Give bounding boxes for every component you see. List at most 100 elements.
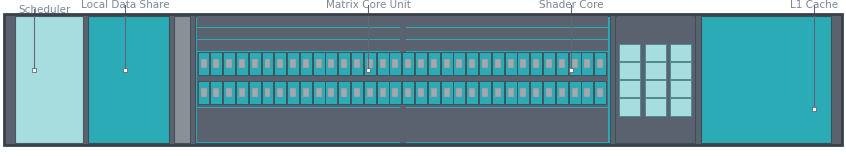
Bar bbox=[546, 59, 552, 68]
Bar bbox=[520, 88, 526, 97]
Bar bbox=[354, 59, 360, 68]
Bar bbox=[197, 52, 210, 75]
Bar bbox=[364, 81, 376, 104]
Bar bbox=[338, 81, 350, 104]
Bar bbox=[196, 16, 607, 27]
Bar bbox=[492, 52, 503, 75]
Bar bbox=[197, 81, 210, 104]
Bar bbox=[594, 81, 606, 104]
Bar bbox=[389, 81, 401, 104]
Bar bbox=[617, 131, 694, 142]
Bar bbox=[300, 81, 312, 104]
Bar bbox=[265, 88, 271, 97]
Bar bbox=[594, 52, 606, 75]
Bar bbox=[261, 52, 273, 75]
Bar bbox=[479, 52, 491, 75]
Bar bbox=[196, 108, 607, 119]
Bar bbox=[196, 52, 607, 107]
Bar bbox=[389, 52, 401, 75]
Bar bbox=[239, 59, 244, 68]
Bar bbox=[376, 52, 388, 75]
Bar bbox=[313, 52, 325, 75]
Bar bbox=[543, 81, 555, 104]
Bar bbox=[559, 88, 565, 97]
Bar bbox=[223, 52, 235, 75]
Bar bbox=[572, 88, 578, 97]
Bar bbox=[351, 81, 363, 104]
Bar bbox=[645, 62, 666, 79]
Bar bbox=[4, 14, 842, 145]
Bar bbox=[338, 52, 350, 75]
Bar bbox=[466, 52, 478, 75]
Bar bbox=[213, 88, 219, 97]
Bar bbox=[223, 81, 235, 104]
Bar bbox=[328, 59, 334, 68]
Bar bbox=[418, 59, 424, 68]
Bar bbox=[457, 88, 463, 97]
Bar bbox=[546, 88, 552, 97]
Bar bbox=[569, 52, 580, 75]
Bar bbox=[393, 59, 398, 68]
Bar bbox=[533, 59, 539, 68]
Bar bbox=[415, 81, 427, 104]
Bar bbox=[443, 88, 449, 97]
Bar bbox=[482, 88, 488, 97]
Text: Scheduler: Scheduler bbox=[19, 5, 71, 15]
Bar bbox=[645, 80, 666, 97]
Bar bbox=[617, 119, 694, 131]
Bar bbox=[351, 52, 363, 75]
Bar bbox=[316, 59, 321, 68]
Bar bbox=[174, 16, 190, 143]
Bar bbox=[581, 81, 593, 104]
Bar bbox=[617, 16, 694, 27]
Text: Matrix Core Unit: Matrix Core Unit bbox=[326, 0, 410, 10]
Bar bbox=[569, 81, 580, 104]
Bar bbox=[400, 16, 406, 143]
Bar bbox=[341, 59, 347, 68]
Bar bbox=[236, 52, 248, 75]
Bar bbox=[290, 88, 296, 97]
Bar bbox=[287, 81, 299, 104]
Bar bbox=[249, 52, 261, 75]
Bar bbox=[617, 40, 694, 51]
Bar bbox=[15, 16, 83, 143]
Bar bbox=[303, 59, 309, 68]
Bar bbox=[415, 52, 427, 75]
Bar bbox=[619, 80, 640, 97]
Bar bbox=[239, 88, 244, 97]
Bar bbox=[249, 81, 261, 104]
Bar bbox=[213, 59, 219, 68]
Bar bbox=[196, 28, 607, 39]
Bar bbox=[196, 40, 607, 51]
Bar bbox=[428, 52, 440, 75]
Bar bbox=[277, 59, 283, 68]
Bar bbox=[495, 88, 501, 97]
Bar bbox=[470, 59, 475, 68]
Bar bbox=[277, 88, 283, 97]
Bar bbox=[453, 81, 465, 104]
Bar bbox=[504, 81, 517, 104]
Bar bbox=[380, 59, 386, 68]
Bar bbox=[443, 59, 449, 68]
Bar bbox=[196, 131, 607, 142]
Bar bbox=[615, 16, 695, 143]
Bar bbox=[700, 16, 831, 143]
Bar bbox=[364, 52, 376, 75]
Bar bbox=[211, 52, 222, 75]
Bar bbox=[274, 52, 286, 75]
Bar bbox=[226, 59, 232, 68]
Bar bbox=[4, 14, 842, 145]
Bar bbox=[645, 98, 666, 116]
Bar bbox=[597, 88, 603, 97]
Bar bbox=[453, 52, 465, 75]
Bar bbox=[195, 16, 609, 143]
Bar bbox=[533, 88, 539, 97]
Bar bbox=[328, 88, 334, 97]
Bar bbox=[313, 81, 325, 104]
Bar bbox=[670, 62, 691, 79]
Bar bbox=[585, 59, 591, 68]
Bar bbox=[326, 81, 338, 104]
Bar bbox=[405, 59, 411, 68]
Bar bbox=[403, 81, 415, 104]
Text: Local Data Share: Local Data Share bbox=[81, 0, 169, 10]
